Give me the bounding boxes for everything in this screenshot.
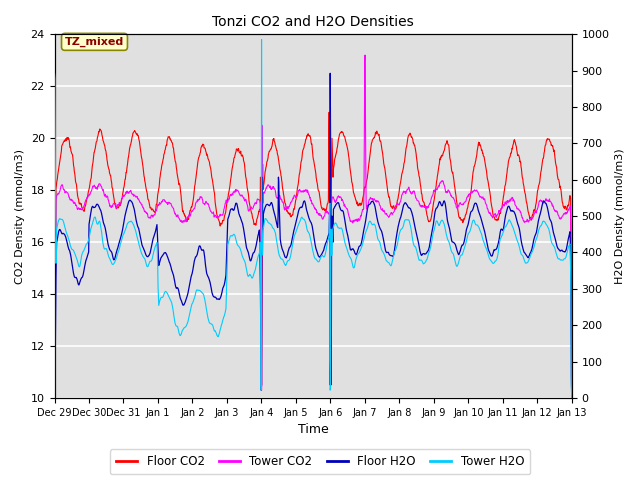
- Text: TZ_mixed: TZ_mixed: [65, 37, 124, 47]
- Y-axis label: H2O Density (mmol/m3): H2O Density (mmol/m3): [615, 148, 625, 284]
- X-axis label: Time: Time: [298, 423, 328, 436]
- Y-axis label: CO2 Density (mmol/m3): CO2 Density (mmol/m3): [15, 149, 25, 284]
- Legend: Floor CO2, Tower CO2, Floor H2O, Tower H2O: Floor CO2, Tower CO2, Floor H2O, Tower H…: [110, 449, 530, 474]
- Title: Tonzi CO2 and H2O Densities: Tonzi CO2 and H2O Densities: [212, 15, 414, 29]
